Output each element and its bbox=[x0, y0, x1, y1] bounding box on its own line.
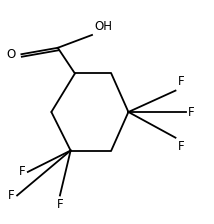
Text: OH: OH bbox=[94, 20, 112, 33]
Text: F: F bbox=[188, 106, 195, 118]
Text: F: F bbox=[19, 165, 26, 179]
Text: F: F bbox=[178, 140, 184, 153]
Text: F: F bbox=[57, 198, 63, 211]
Text: F: F bbox=[8, 189, 15, 202]
Text: O: O bbox=[7, 48, 16, 61]
Text: F: F bbox=[178, 75, 184, 88]
